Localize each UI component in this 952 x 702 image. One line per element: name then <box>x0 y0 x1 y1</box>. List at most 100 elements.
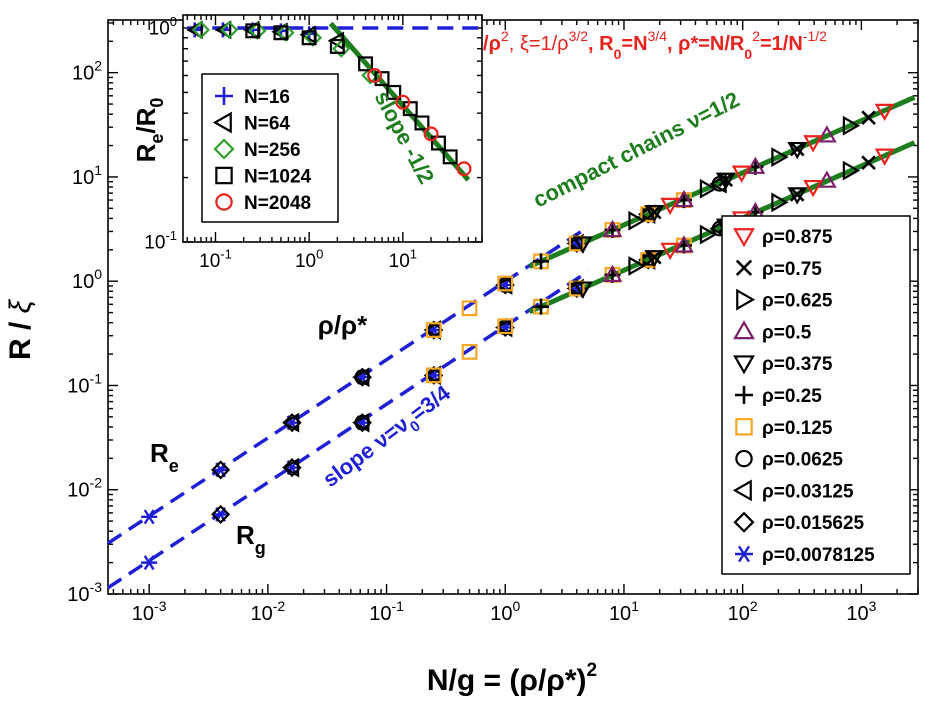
marker-diamond <box>220 20 239 39</box>
marker-tri-left <box>281 412 300 433</box>
y-axis-title: R / ξ <box>4 298 37 360</box>
legend-marker <box>735 418 753 436</box>
inset-line <box>328 21 471 182</box>
legend-label: ρ=0.25 <box>762 386 822 407</box>
data-point <box>771 192 789 213</box>
marker-star <box>141 555 158 571</box>
tick-exp: 2 <box>94 58 102 74</box>
data-point <box>532 253 549 270</box>
marker-circle <box>735 449 753 468</box>
inset-y-tick-label: 100 <box>149 14 177 40</box>
data-point <box>425 367 442 384</box>
marker-tri-down <box>572 281 593 299</box>
tick-base: 10 <box>728 603 750 625</box>
tick-exp: 2 <box>750 598 758 614</box>
marker-tri-right <box>771 192 789 213</box>
main-y-tick-label: 102 <box>72 58 102 85</box>
tick-base: 10 <box>67 480 89 502</box>
marker-circle <box>456 161 472 177</box>
marker-circle <box>354 369 371 386</box>
marker-tri-down <box>660 197 681 216</box>
tick-base: 10 <box>295 251 316 272</box>
data-point <box>281 412 300 433</box>
tick-exp: 0 <box>316 246 323 261</box>
inset-data-point <box>430 135 446 151</box>
tick-exp: -2 <box>273 598 286 614</box>
inset-x-tick-label: 101 <box>389 246 417 272</box>
data-point <box>787 141 808 160</box>
rg-label-sub: g <box>255 538 266 558</box>
marker-tri-up <box>674 235 694 253</box>
inset-legend-marker <box>215 193 233 211</box>
marker-plus <box>735 386 753 404</box>
marker-x <box>789 141 805 157</box>
main-x-tick-label: 103 <box>846 598 876 625</box>
tick-exp: -1 <box>220 246 232 261</box>
legend-marker <box>733 511 755 533</box>
tick-exp: -1 <box>165 228 177 243</box>
marker-square <box>497 318 514 335</box>
marker-tri-left <box>214 20 232 40</box>
tick-base: 10 <box>72 167 94 189</box>
data-point <box>874 103 895 122</box>
marker-tri-left <box>186 20 203 40</box>
legend-marker <box>735 386 753 404</box>
inset-legend-item: N=16 <box>215 87 290 108</box>
legend-item: ρ=0.375 <box>733 354 833 375</box>
marker-tri-up <box>602 219 623 238</box>
marker-x <box>735 259 753 276</box>
data-point <box>803 135 823 153</box>
legend-item: ρ=0.03125 <box>732 479 854 502</box>
marker-tri-right <box>628 256 646 276</box>
marker-square <box>425 322 442 338</box>
tick-exp: -1 <box>391 598 404 614</box>
inset-legend-label: N=64 <box>244 114 290 135</box>
data-point <box>816 170 837 188</box>
marker-tri-left <box>281 457 300 478</box>
marker-tri-down <box>803 135 823 153</box>
marker-square <box>497 275 514 292</box>
marker-tri-down <box>787 187 808 205</box>
data-point <box>628 256 646 276</box>
tick-base: 10 <box>149 19 170 40</box>
inset-legend-label: N=1024 <box>244 167 312 188</box>
marker-square <box>461 300 478 317</box>
inset-y-title-part: e <box>147 134 167 144</box>
data-point <box>789 141 805 157</box>
formula-part: =1/N <box>760 33 803 55</box>
legend-marker <box>735 545 753 563</box>
inset-legend-label: N=256 <box>244 140 301 161</box>
data-point <box>644 250 665 268</box>
inset-data-point <box>214 20 232 40</box>
inset-series <box>191 20 380 85</box>
formula-part: -1/2 <box>803 28 827 44</box>
marker-square <box>735 418 753 436</box>
formula-part: 2 <box>501 28 509 44</box>
inset-data-point <box>358 56 374 72</box>
legend-label: ρ=0.03125 <box>762 481 854 502</box>
data-point <box>532 298 549 315</box>
re-label-main: R <box>150 438 169 468</box>
marker-tri-right <box>699 224 718 245</box>
marker-square <box>273 25 289 41</box>
x-axis-title-sup: 2 <box>587 660 598 681</box>
marker-tri-down <box>733 228 755 248</box>
marker-x <box>718 172 734 188</box>
tick-base: 10 <box>199 251 220 272</box>
data-point <box>787 187 808 205</box>
marker-tri-down <box>803 179 823 198</box>
series <box>141 236 585 571</box>
fit-line <box>107 225 590 545</box>
inset-data-point <box>332 39 351 58</box>
data-point <box>861 110 876 126</box>
data-point <box>842 160 861 181</box>
data-point <box>816 125 837 143</box>
inset-data-point <box>273 25 289 41</box>
legend-label: ρ=0.125 <box>762 418 833 439</box>
inset-legend-label: N=2048 <box>244 193 311 214</box>
data-point <box>572 236 593 254</box>
marker-square <box>414 115 430 131</box>
marker-plus <box>532 298 549 315</box>
marker-circle <box>354 414 371 431</box>
marker-tri-down <box>874 148 895 166</box>
